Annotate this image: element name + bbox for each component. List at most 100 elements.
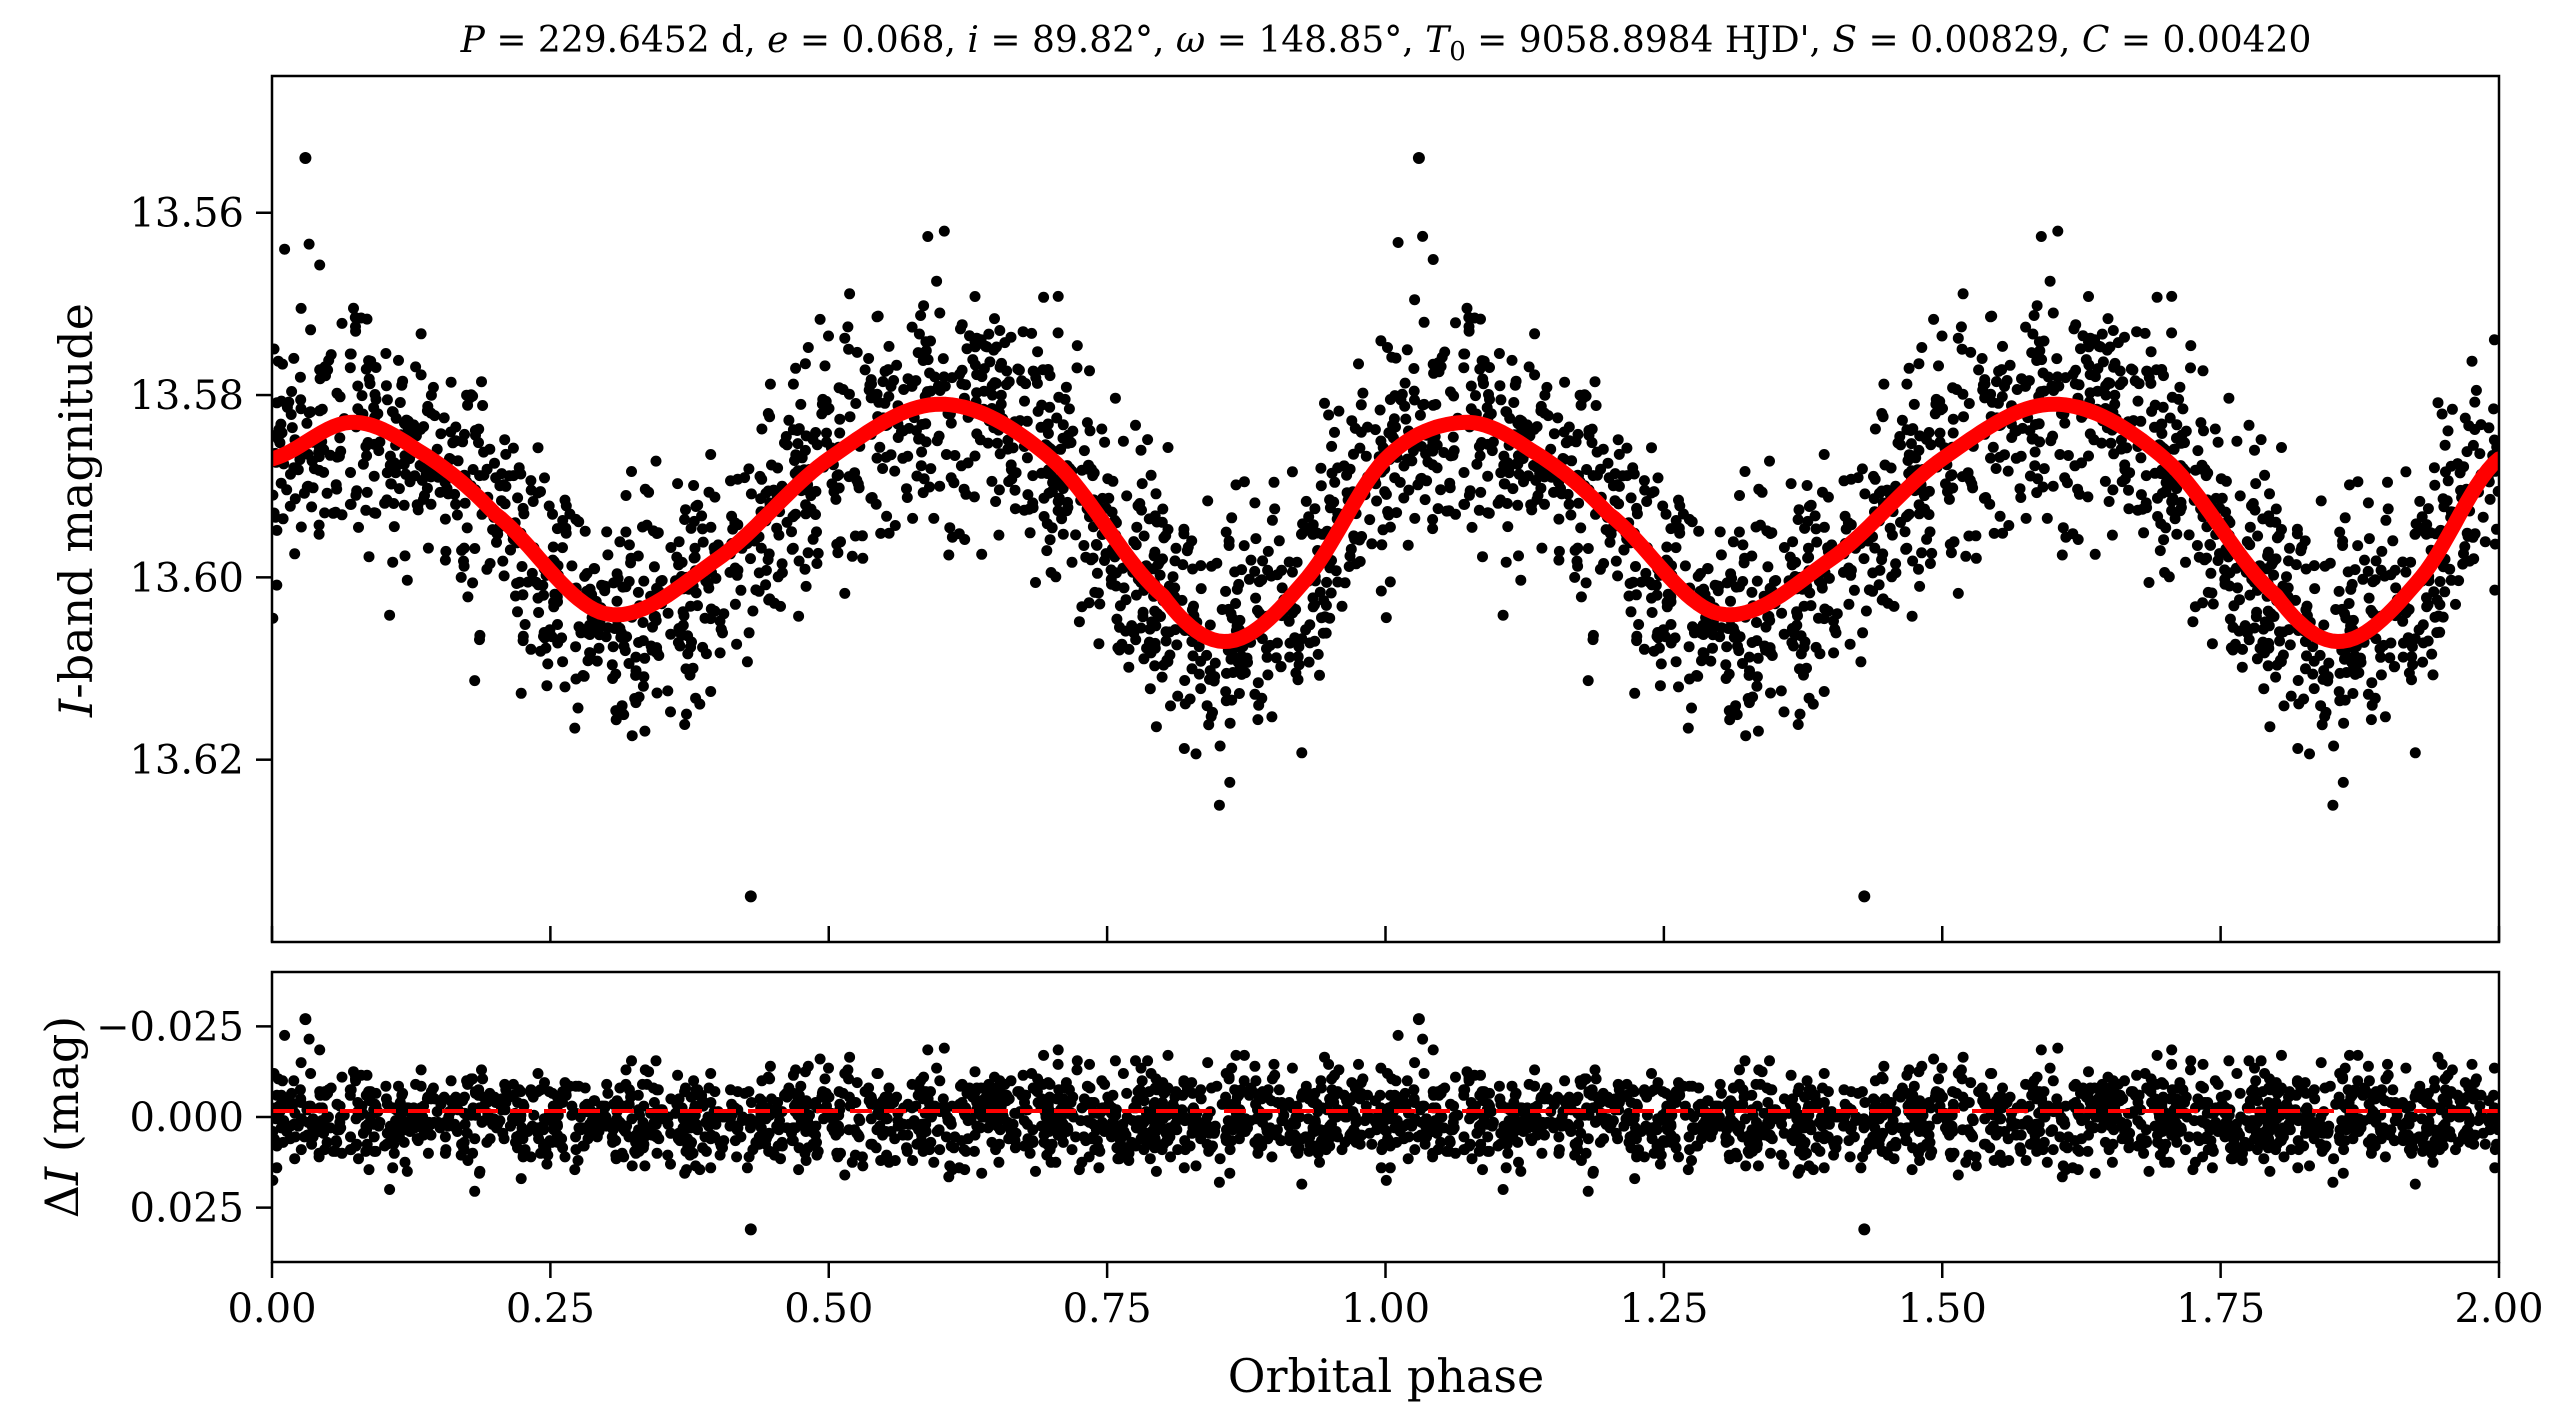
- residual-point: [2427, 1156, 2439, 1168]
- data-point: [1448, 445, 1460, 457]
- data-point: [626, 466, 637, 477]
- data-point: [1994, 451, 2006, 463]
- data-point: [360, 441, 372, 452]
- data-point: [1103, 492, 1115, 504]
- data-point: [2352, 540, 2364, 552]
- data-point: [714, 647, 726, 659]
- residual-point: [425, 1129, 437, 1141]
- residual-point: [379, 1140, 391, 1152]
- residual-point: [388, 1147, 400, 1159]
- residual-point: [681, 1164, 692, 1176]
- data-point: [1612, 434, 1624, 446]
- residual-point: [409, 1122, 421, 1134]
- data-point: [1960, 550, 1972, 562]
- residual-point: [2362, 1060, 2374, 1072]
- data-point: [2020, 512, 2032, 524]
- data-point: [2362, 565, 2374, 577]
- data-point: [969, 359, 981, 371]
- data-point: [2274, 635, 2286, 647]
- data-point: [2031, 355, 2043, 366]
- data-point: [1383, 427, 1395, 439]
- data-point: [821, 427, 832, 439]
- data-point: [1138, 530, 1150, 542]
- residual-point: [335, 1122, 347, 1134]
- data-point: [1353, 358, 1364, 370]
- residual-data-points: [272, 1013, 2499, 1236]
- data-point: [1400, 413, 1412, 425]
- residual-point: [412, 1133, 424, 1145]
- data-point: [863, 353, 875, 364]
- data-point: [1761, 525, 1773, 537]
- main-y-tick-label: 13.58: [129, 373, 244, 419]
- data-point: [1314, 669, 1325, 681]
- data-point: [1978, 492, 1990, 504]
- data-point: [2107, 484, 2119, 496]
- data-point: [579, 570, 591, 582]
- data-point: [1091, 567, 1103, 579]
- data-point: [2450, 598, 2461, 610]
- data-point: [1071, 340, 1083, 352]
- residual-point: [601, 1078, 613, 1090]
- residual-point: [381, 1098, 393, 1110]
- data-point: [2156, 418, 2167, 430]
- data-point: [1019, 395, 1030, 407]
- residual-point: [2259, 1068, 2271, 1079]
- data-point: [856, 530, 868, 542]
- data-point: [2015, 492, 2027, 503]
- residual-panel: 0.00 0.25 0.50 0.75 1.00 1.25 1.50 1.75 2.00 −0.…: [35, 970, 2544, 1403]
- residual-point: [762, 1129, 774, 1141]
- residual-point: [294, 1116, 306, 1128]
- data-point: [1427, 514, 1439, 525]
- data-point: [1802, 515, 1814, 527]
- data-point: [1032, 346, 1044, 358]
- residual-point: [871, 1124, 883, 1136]
- data-point: [2388, 661, 2400, 673]
- data-point: [2282, 582, 2294, 594]
- data-point: [611, 595, 623, 607]
- data-point: [1398, 492, 1410, 504]
- residual-point: [703, 1082, 715, 1094]
- residual-point: [1020, 1089, 1032, 1101]
- data-point: [2403, 667, 2415, 679]
- residual-point: [314, 1044, 326, 1056]
- residual-point: [1128, 1138, 1140, 1150]
- data-point: [285, 468, 296, 480]
- data-point: [1380, 488, 1392, 500]
- data-point: [812, 547, 824, 559]
- data-point: [2281, 571, 2292, 583]
- data-point: [960, 379, 972, 391]
- data-point: [1030, 577, 1041, 588]
- data-point: [879, 365, 891, 377]
- data-point: [1149, 660, 1161, 672]
- residual-point: [415, 1064, 427, 1076]
- residual-point: [1088, 1097, 1100, 1108]
- data-point: [512, 606, 523, 618]
- data-point: [564, 508, 576, 520]
- data-point: [674, 627, 686, 638]
- data-point: [2439, 586, 2451, 598]
- residual-point: [1044, 1078, 1056, 1090]
- data-point: [467, 577, 479, 589]
- data-point: [461, 522, 473, 534]
- data-point: [618, 709, 630, 721]
- data-point: [1610, 555, 1622, 567]
- residual-point: [368, 1131, 380, 1143]
- data-point: [1905, 425, 1917, 436]
- data-point: [958, 483, 970, 495]
- data-point: [1867, 567, 1879, 579]
- data-point: [1869, 542, 1881, 554]
- data-point: [352, 380, 364, 392]
- data-point: [1190, 748, 1202, 760]
- residual-point: [2255, 1055, 2267, 1067]
- residual-point: [1026, 1136, 1038, 1148]
- data-point: [1067, 425, 1079, 437]
- data-point: [2352, 476, 2364, 488]
- data-point: [1044, 534, 1056, 546]
- residual-point: [764, 1073, 776, 1085]
- data-point: [2362, 497, 2374, 509]
- data-point: [643, 486, 655, 498]
- data-point: [2250, 611, 2262, 623]
- residual-point: [415, 1080, 427, 1092]
- data-point: [1512, 499, 1524, 511]
- data-point: [1560, 437, 1572, 449]
